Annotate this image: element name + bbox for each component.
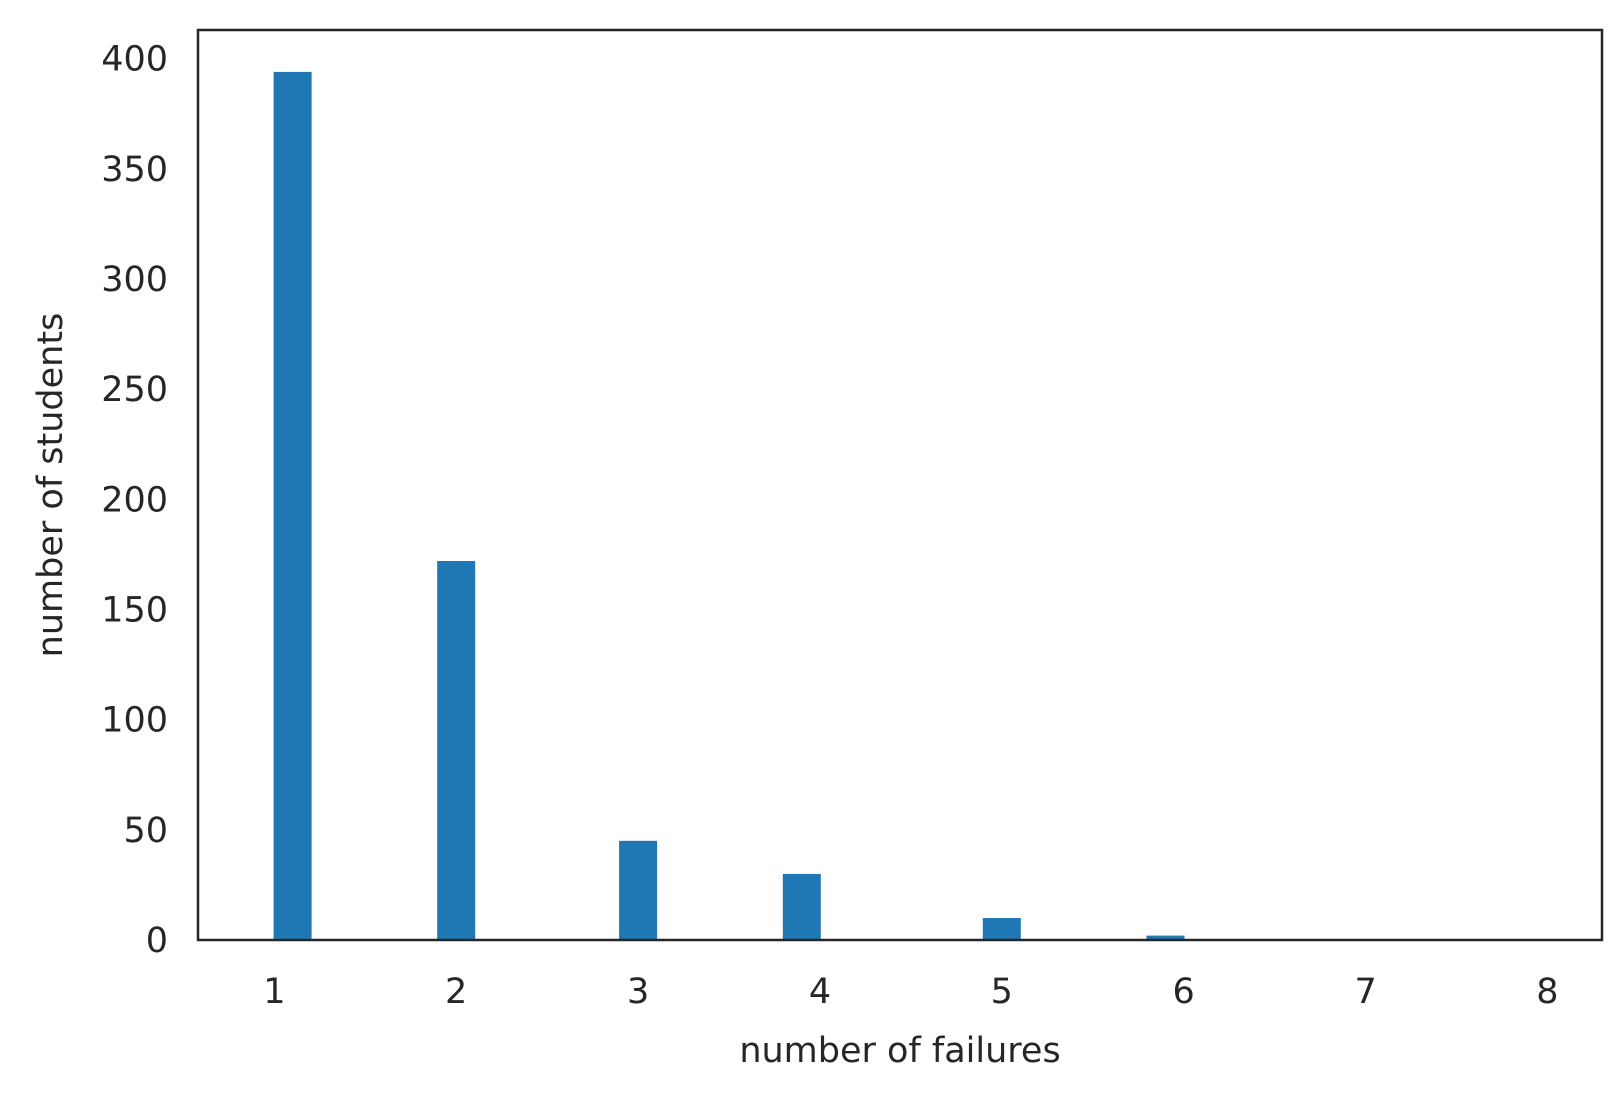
bar (982, 918, 1021, 940)
y-axis-ticks: 0 50 100 150 200 250 300 350 400 (101, 40, 168, 961)
x-tick-label: 6 (1173, 972, 1195, 1012)
y-tick-label: 350 (101, 150, 168, 190)
y-tick-label: 200 (101, 480, 168, 520)
x-tick-label: 5 (991, 972, 1013, 1012)
x-tick-label: 7 (1354, 972, 1376, 1012)
x-axis-label: number of failures (739, 1031, 1060, 1071)
bar (619, 840, 658, 940)
x-tick-label: 2 (445, 972, 467, 1012)
y-tick-label: 50 (123, 811, 168, 851)
y-tick-label: 250 (101, 370, 168, 410)
x-tick-label: 8 (1536, 972, 1558, 1012)
bar (437, 561, 476, 940)
bar (273, 71, 312, 940)
x-tick-label: 1 (263, 972, 285, 1012)
x-tick-label: 3 (627, 972, 649, 1012)
y-tick-label: 0 (146, 921, 168, 961)
bar (1146, 935, 1185, 940)
y-tick-label: 100 (101, 701, 168, 741)
bars (273, 71, 1185, 940)
y-tick-label: 150 (101, 591, 168, 631)
x-axis-ticks: 1 2 3 4 5 6 7 8 (263, 972, 1558, 1012)
y-tick-label: 300 (101, 260, 168, 300)
y-axis-label: number of students (31, 313, 71, 658)
x-tick-label: 4 (809, 972, 831, 1012)
plot-frame (196, 28, 1604, 942)
y-tick-label: 400 (101, 40, 168, 80)
bar (782, 873, 821, 940)
